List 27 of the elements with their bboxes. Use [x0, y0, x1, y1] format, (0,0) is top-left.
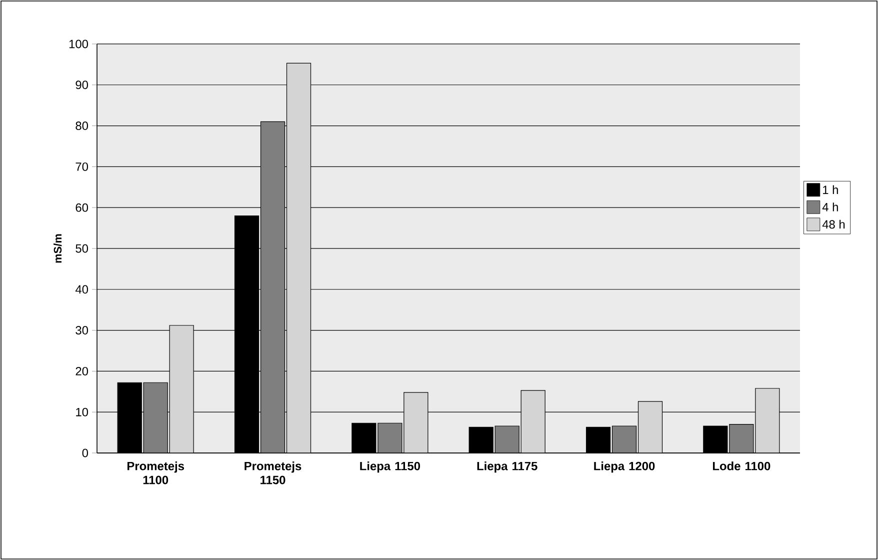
x-tick-label: Lode 1100 — [712, 462, 770, 470]
bar — [638, 401, 663, 453]
legend-label: 48 h — [822, 220, 845, 229]
y-axis-title: mS/m — [54, 234, 62, 263]
y-tick-label: 30 — [76, 326, 88, 335]
y-tick-label: 60 — [76, 203, 88, 212]
bar — [404, 392, 428, 453]
y-tick-label: 20 — [76, 366, 88, 376]
y-tick-label: 90 — [76, 80, 88, 90]
x-tick-label: Prometejs 1150 — [244, 462, 302, 484]
bar — [169, 325, 194, 453]
y-tick-label: 40 — [75, 285, 88, 294]
y-tick-label: 80 — [76, 122, 88, 130]
y-tick-label: 10 — [76, 408, 88, 416]
legend-label: 4 h — [822, 202, 838, 212]
x-tick-label: Liepa 1200 — [594, 462, 655, 473]
x-tick-label: Liepa 1175 — [477, 462, 538, 473]
y-tick-label: 50 — [76, 244, 88, 253]
legend-label: 1 h — [823, 185, 838, 194]
bar — [520, 390, 546, 453]
bar — [755, 388, 780, 453]
x-tick-label: Prometejs 1100 — [127, 462, 184, 484]
y-tick-label: 0 — [82, 448, 88, 458]
bar — [286, 62, 312, 453]
x-tick-label: Liepa 1150 — [360, 462, 420, 473]
y-tick-label: 100 — [69, 40, 88, 48]
y-tick-label: 70 — [76, 162, 88, 171]
